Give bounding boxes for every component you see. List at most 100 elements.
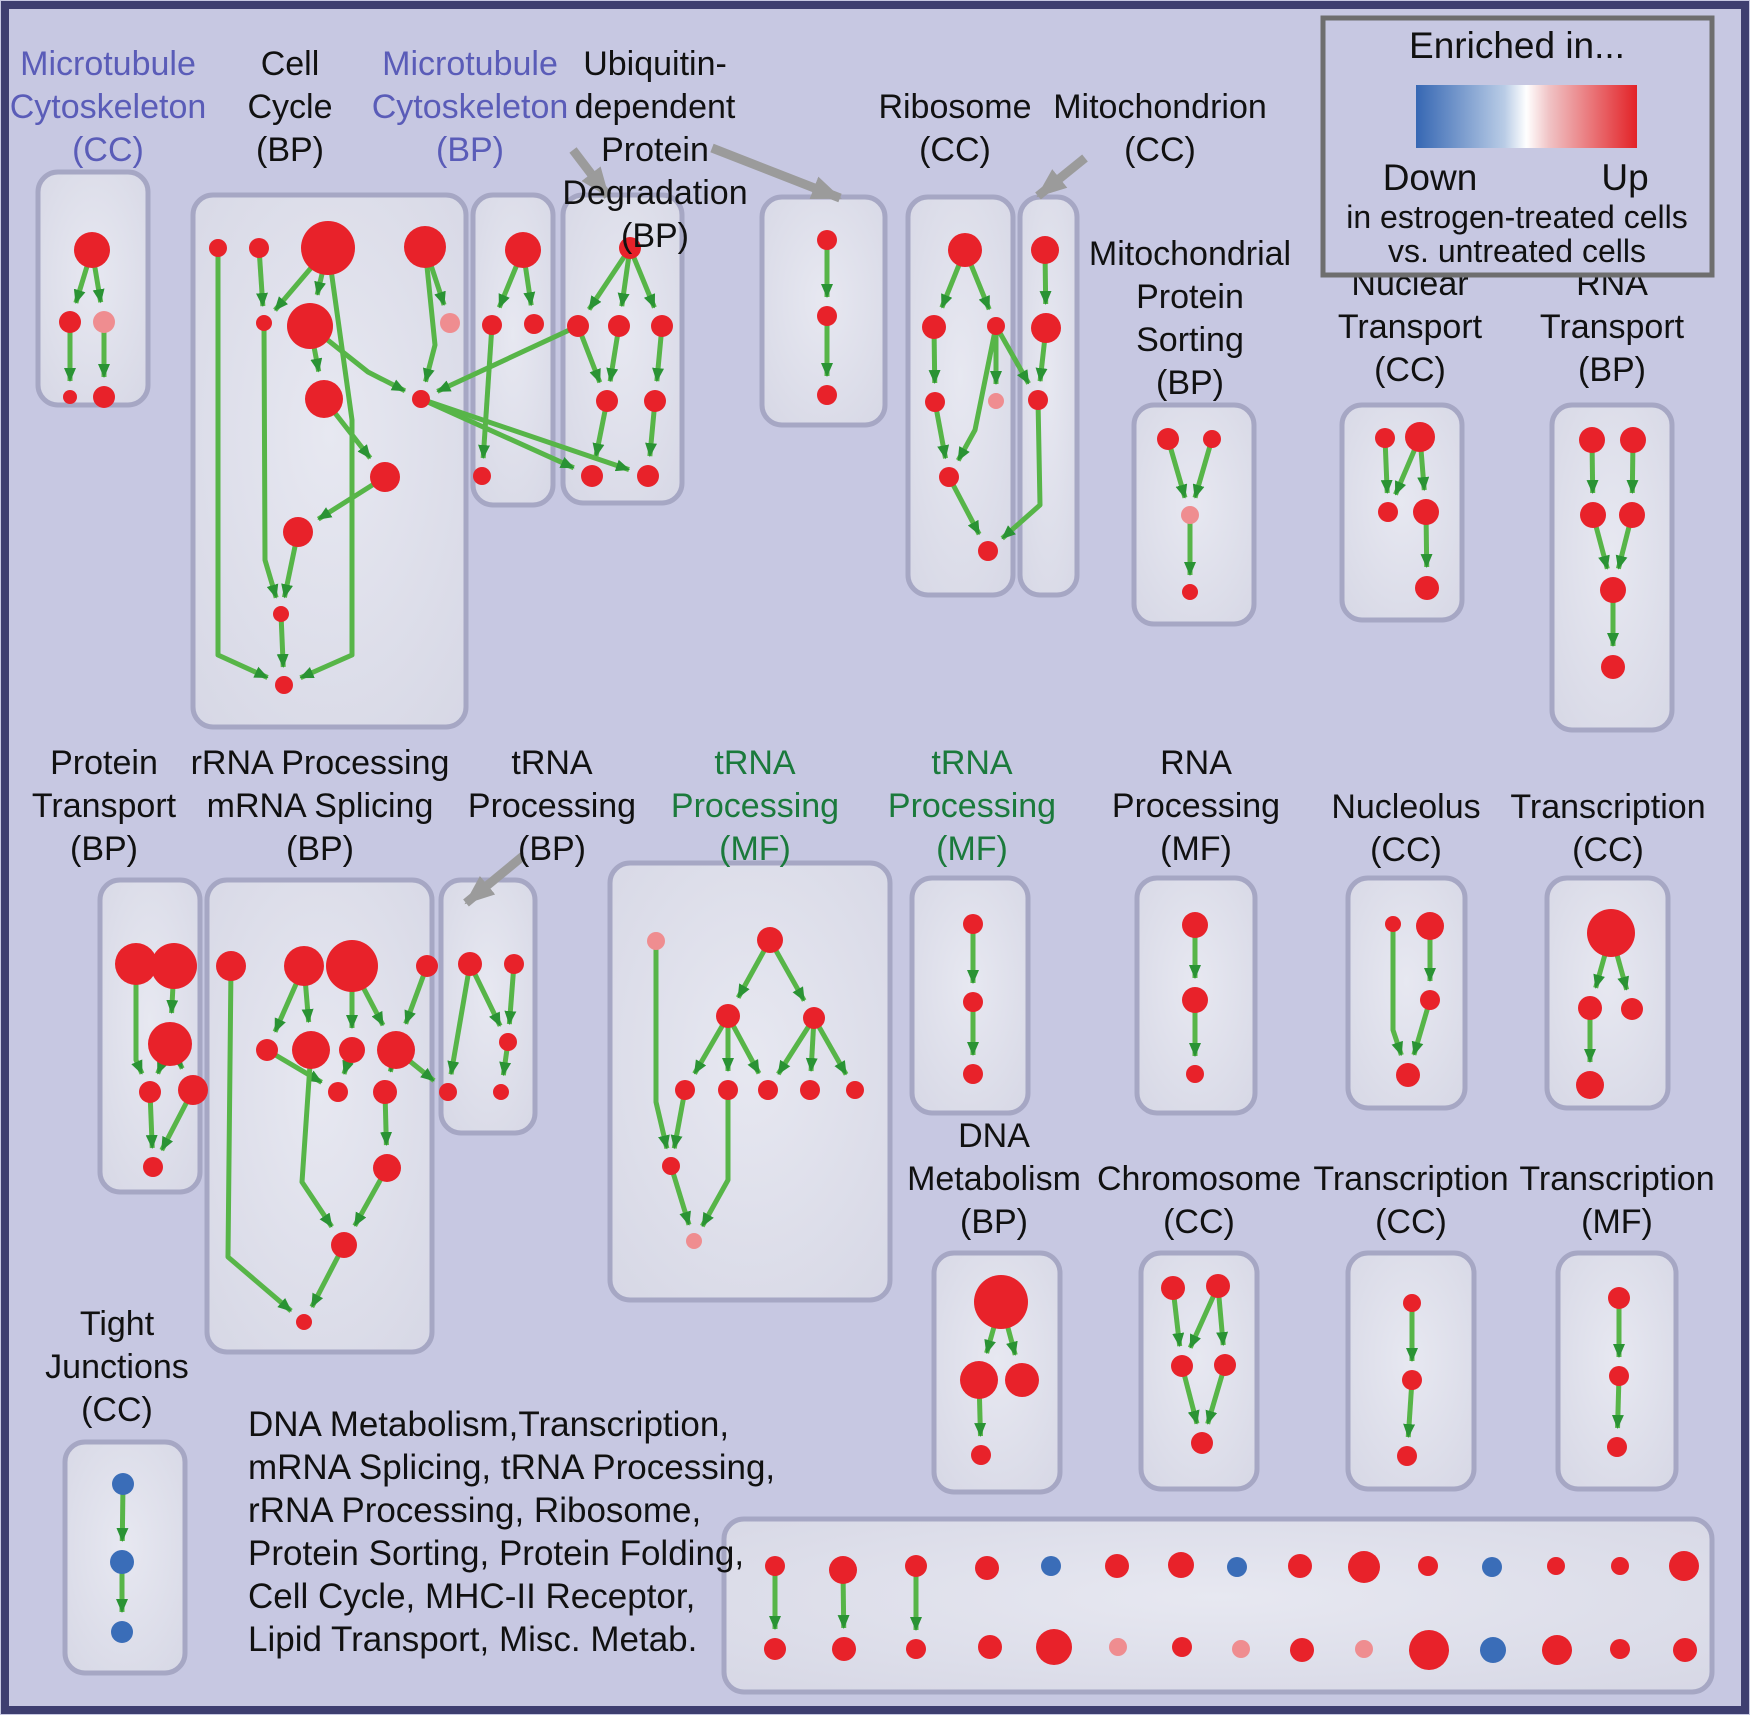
node-rna-transport-4 [1600, 577, 1626, 603]
group-label-protein-transport: Protein [50, 744, 158, 782]
node-misc-7 [1227, 1557, 1247, 1577]
node-misc-23 [1290, 1638, 1314, 1662]
merged-clusters-text: Cell Cycle, MHC-II Receptor, [248, 1577, 695, 1616]
group-label-ubiquitin: Protein [601, 131, 709, 169]
node-nuclear-transport-1 [1405, 422, 1435, 452]
node-misc-10 [1418, 1556, 1438, 1576]
node-rrna-2 [326, 940, 378, 992]
node-misc-11 [1482, 1557, 1502, 1577]
edge-ubq-a [587, 246, 633, 311]
group-label-protein-transport: (BP) [70, 830, 138, 868]
edge-trna-mf-big [668, 1165, 692, 1226]
merged-clusters-text: DNA Metabolism,Transcription, [248, 1405, 729, 1444]
node-ribosome-2 [987, 317, 1005, 335]
group-label-dna-metab: DNA [958, 1117, 1030, 1155]
group-label-rna-transport: (BP) [1578, 351, 1646, 389]
edge-trna-mf-big [653, 941, 670, 1150]
node-ribosome-4 [988, 393, 1004, 409]
node-mito-sorting-0 [1157, 428, 1179, 450]
node-trna-bp-1 [504, 954, 524, 974]
node-cell-cycle-7 [305, 380, 343, 418]
node-misc-17 [906, 1639, 926, 1659]
group-label-trna-bp: (BP) [518, 830, 586, 868]
group-box-chromosome [1138, 1250, 1260, 1492]
node-misc-4 [1041, 1556, 1061, 1576]
node-misc-26 [1480, 1637, 1506, 1663]
group-label-ribosome: Ribosome [878, 88, 1031, 126]
node-transcription-mf-1 [1609, 1366, 1629, 1386]
legend-down-label: Down [1383, 157, 1478, 198]
cross-edge [419, 396, 575, 471]
node-misc-27 [1542, 1635, 1572, 1665]
group-label-nuclear-transport: Transport [1338, 308, 1483, 346]
group-label-transcription-mf: Transcription [1519, 1160, 1714, 1198]
merged-clusters-text: Protein Sorting, Protein Folding, [248, 1534, 744, 1573]
group-label-microtubule-cc: (CC) [72, 131, 144, 169]
node-trna-mf-big-3 [803, 1007, 825, 1029]
node-rna-mf-2 [1186, 1065, 1204, 1083]
node-misc-25 [1409, 1630, 1449, 1670]
node-trna-bp-2 [499, 1033, 517, 1051]
node-trna-mf-big-9 [662, 1157, 680, 1175]
group-label-mito-sorting: (BP) [1156, 364, 1224, 402]
group-label-transcription-cc2: (CC) [1572, 831, 1644, 869]
edge-trna-mf-big [776, 1016, 817, 1076]
group-label-tight-junctions: Junctions [45, 1348, 189, 1386]
group-label-ubiquitin: dependent [575, 88, 736, 126]
group-label-rna-mf: RNA [1160, 744, 1232, 782]
node-rna-transport-0 [1579, 427, 1605, 453]
node-microtubule-cc-3 [63, 390, 77, 404]
node-protein-transport-1 [151, 943, 197, 989]
node-misc-15 [764, 1638, 786, 1660]
group-label-microtubule-cc: Cytoskeleton [10, 88, 207, 126]
node-ribosome-5 [939, 467, 959, 487]
node-chromosome-2 [1171, 1355, 1193, 1377]
node-transcription-cc3-1 [1402, 1370, 1422, 1390]
edge-ribosome [956, 325, 999, 462]
node-dna-metab-1 [960, 1361, 998, 1399]
group-label-mito-sorting: Protein [1136, 278, 1244, 316]
group-box-microtubule-bp [470, 192, 556, 508]
group-label-protein-transport: Transport [32, 787, 177, 825]
group-box-microtubule-cc [35, 169, 151, 408]
node-cell-cycle-0 [209, 239, 227, 257]
node-cell-cycle-5 [287, 303, 333, 349]
node-mitochondrion-2 [1028, 390, 1048, 410]
group-label-trna-mf-small: tRNA [931, 744, 1013, 782]
node-transcription-mf-2 [1607, 1437, 1627, 1457]
node-microtubule-bp-2 [524, 314, 544, 334]
group-label-microtubule-bp: Cytoskeleton [372, 88, 569, 126]
edge-trna-bp [447, 963, 473, 1076]
group-label-transcription-cc3: (CC) [1375, 1203, 1447, 1241]
node-misc-13 [1611, 1557, 1629, 1575]
node-transcription-cc3-0 [1403, 1294, 1421, 1312]
cross-edge [1000, 399, 1043, 541]
node-misc-8 [1288, 1554, 1312, 1578]
group-label-ribosome: (CC) [919, 131, 991, 169]
node-nuclear-transport-4 [1415, 576, 1439, 600]
node-microtubule-cc-0 [74, 232, 110, 268]
edge-ribosome [946, 475, 982, 536]
group-label-transcription-mf: (MF) [1581, 1203, 1653, 1241]
node-misc-21 [1172, 1637, 1192, 1657]
node-mito-sorting-2 [1181, 506, 1199, 524]
node-ubq-a-0 [619, 237, 641, 259]
group-label-chromosome: Chromosome [1097, 1160, 1301, 1198]
node-rrna-8 [328, 1082, 348, 1102]
node-transcription-cc3-2 [1397, 1446, 1417, 1466]
group-box-misc [721, 1516, 1715, 1695]
node-misc-1 [829, 1556, 857, 1584]
merged-clusters-text: mRNA Splicing, tRNA Processing, [248, 1448, 775, 1487]
node-transcription-cc2-0 [1587, 909, 1635, 957]
legend-up-label: Up [1601, 157, 1648, 198]
node-ubq-a-6 [581, 465, 603, 487]
group-label-rna-mf: (MF) [1160, 830, 1232, 868]
group-label-rrna: mRNA Splicing [207, 787, 434, 825]
merged-clusters-text: rRNA Processing, Ribosome, [248, 1491, 701, 1530]
node-cell-cycle-2 [301, 221, 355, 275]
node-transcription-cc2-1 [1578, 996, 1602, 1020]
node-transcription-cc2-2 [1621, 998, 1643, 1020]
group-label-tight-junctions: Tight [80, 1305, 155, 1343]
group-label-trna-mf-big: (MF) [719, 830, 791, 868]
